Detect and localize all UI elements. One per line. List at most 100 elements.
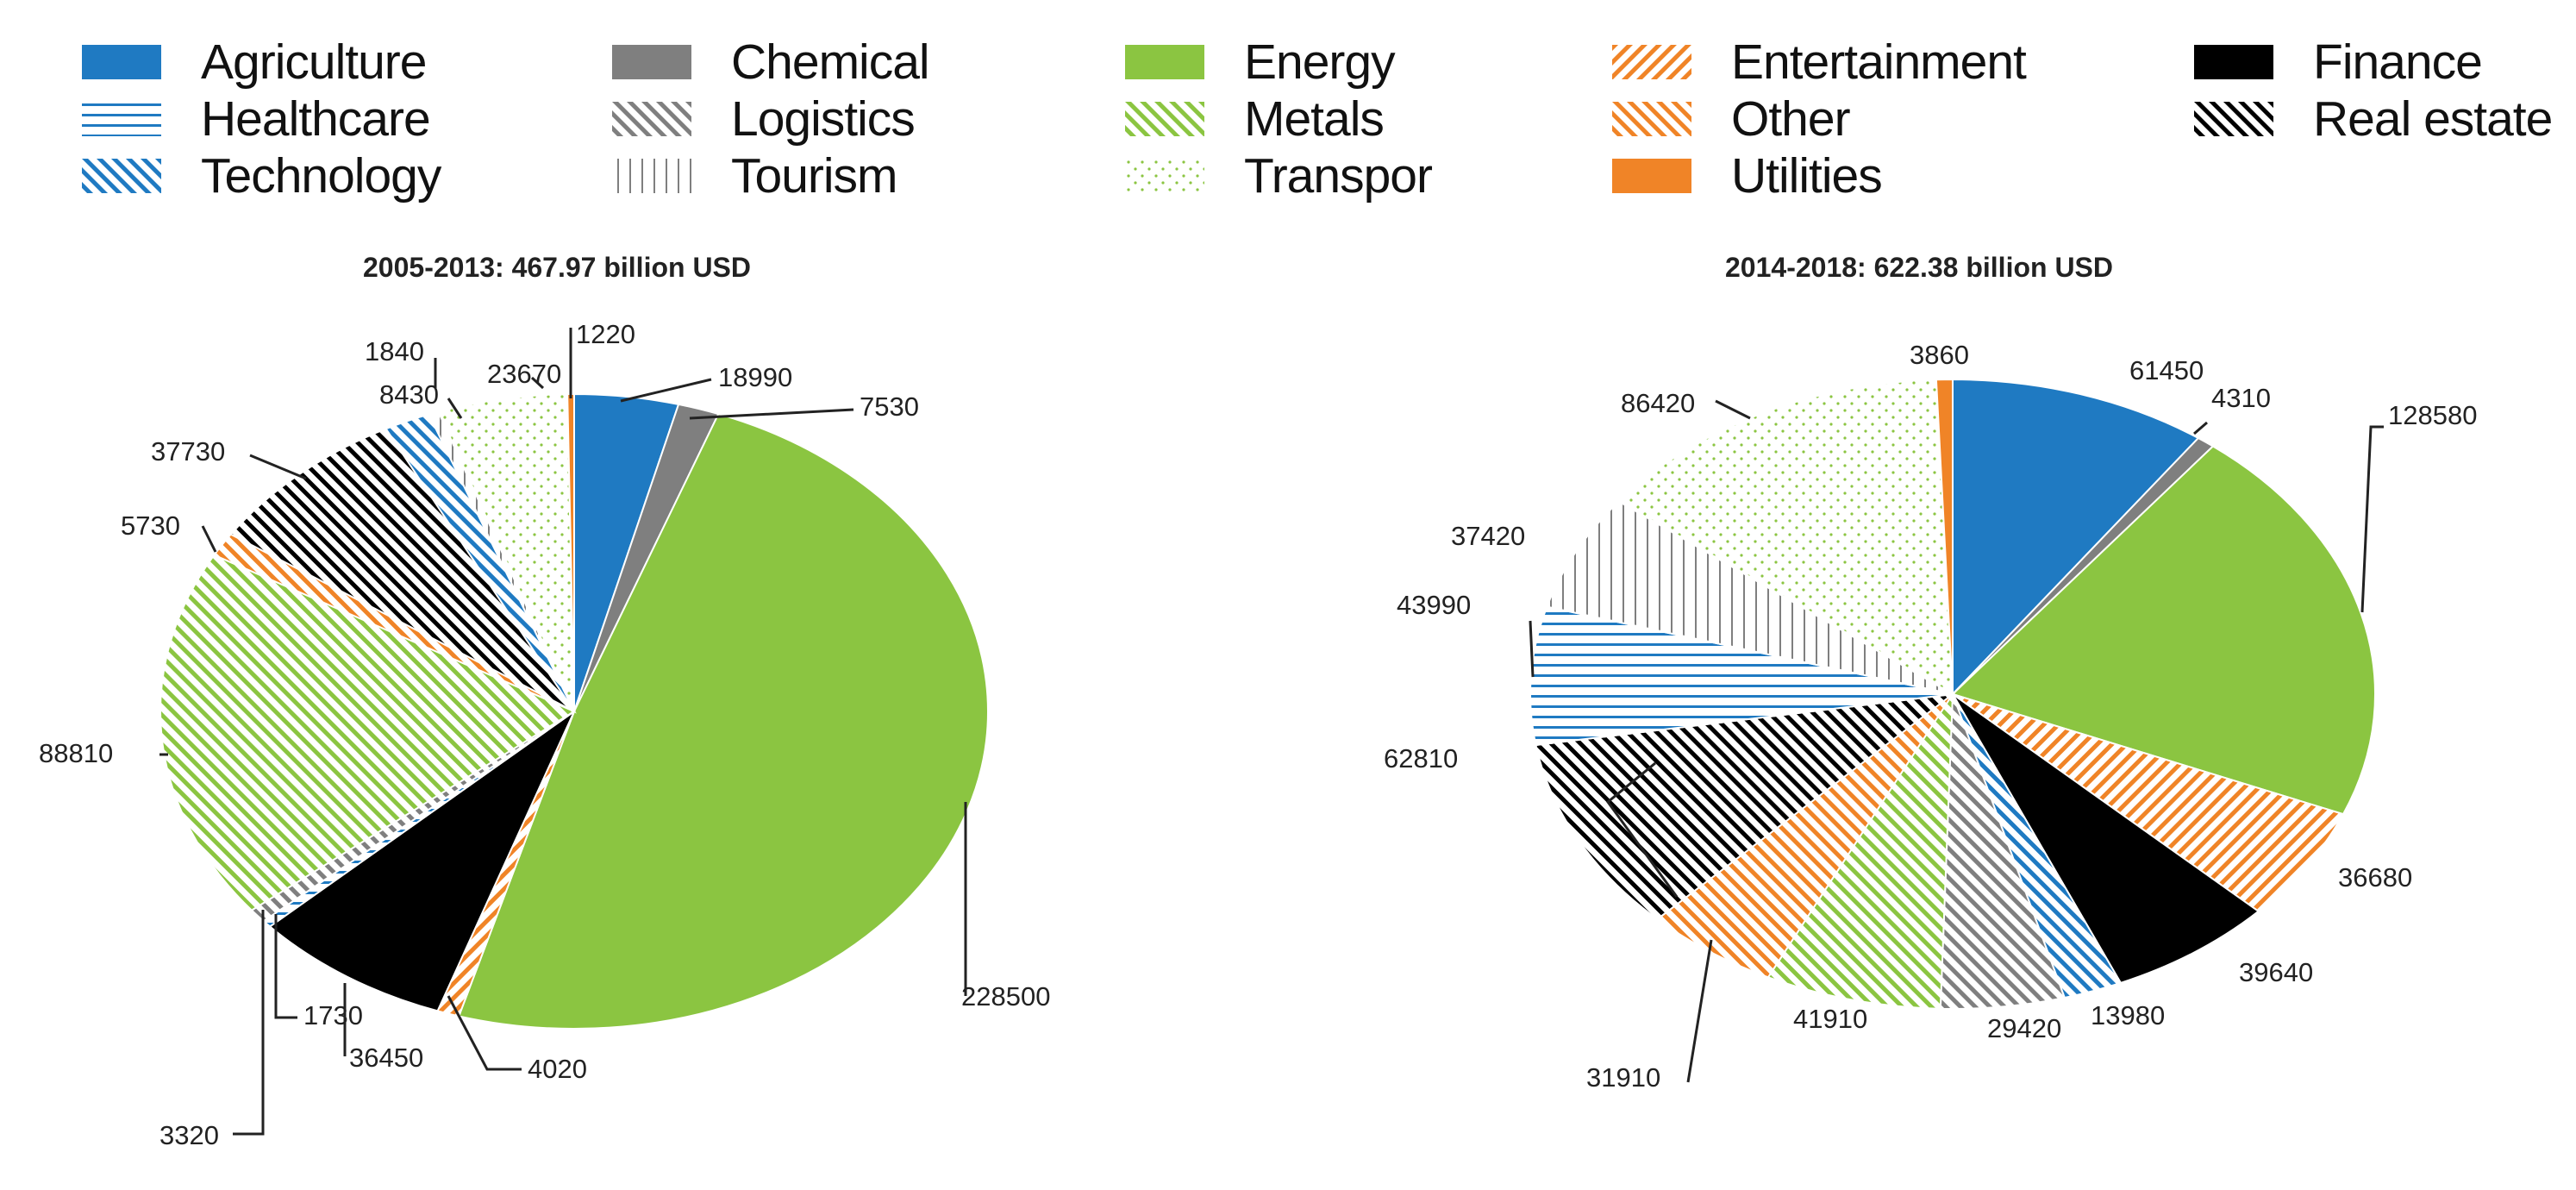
pie-slice <box>437 393 575 712</box>
data-label: 86420 <box>1621 388 1695 418</box>
leader-line <box>1529 620 1535 678</box>
pie-slice <box>1952 693 2260 985</box>
data-label: 23670 <box>487 359 561 389</box>
healthcare-swatch-icon <box>82 102 161 136</box>
legend-item-entertainment: Entertainment <box>1612 34 2027 90</box>
labels-2005-2013: 18990 7530 228500 4020 36450 1730 3320 8… <box>39 319 1050 1150</box>
data-label: 228500 <box>961 981 1050 1012</box>
data-label: 8430 <box>379 379 439 410</box>
data-label: 7530 <box>860 391 919 422</box>
legend-item-agriculture: Agriculture <box>82 34 427 90</box>
pie-slice <box>1535 692 1956 921</box>
legend-label: Technology <box>201 147 441 204</box>
legend-item-logistics: Logistics <box>612 91 916 147</box>
finance-swatch-icon <box>2194 45 2273 79</box>
chemical-swatch-icon <box>612 45 691 79</box>
leader-line <box>2360 425 2384 613</box>
leader-line <box>1605 761 1679 898</box>
data-label: 62810 <box>1384 743 1458 774</box>
data-label: 43990 <box>1397 590 1471 620</box>
leader-line <box>447 398 463 419</box>
data-label: 36680 <box>2338 862 2412 892</box>
data-label: 61450 <box>2129 355 2204 385</box>
legend-label: Energy <box>1244 34 1396 90</box>
data-label: 31910 <box>1586 1062 1660 1093</box>
leader-line <box>447 995 522 1071</box>
agriculture-swatch-icon <box>82 45 161 79</box>
other-swatch-icon <box>1612 102 1691 136</box>
legend-item-other: Other <box>1612 91 1851 147</box>
leader-line <box>249 454 307 480</box>
legend-item-energy: Energy <box>1125 34 1396 90</box>
data-label: 41910 <box>1793 1004 1867 1034</box>
legend-label: Tourism <box>731 147 898 204</box>
chart-title-2005-2013: 2005-2013: 467.97 billion USD <box>363 252 751 283</box>
legend-label: Agriculture <box>201 34 427 90</box>
metals-swatch-icon <box>1125 102 1204 136</box>
legend-item-real-estate: Real estate <box>2194 91 2553 147</box>
pie-chart-2014-2018 <box>1529 378 2376 1010</box>
legend-item-tourism: Tourism <box>612 147 898 204</box>
legend-item-chemical: Chemical <box>612 34 930 90</box>
legend-item-transpor: Transpor <box>1125 147 1433 204</box>
data-label: 4310 <box>2211 383 2271 413</box>
chart-legend: Agriculture Healthcare Technology Chemic… <box>0 0 2576 259</box>
chart-title-2014-2018: 2014-2018: 622.38 billion USD <box>1725 252 2113 283</box>
leader-line <box>233 910 265 1136</box>
leader-line <box>2193 421 2208 435</box>
pie-slice <box>1545 500 1954 695</box>
leader-line <box>530 376 545 390</box>
data-label: 37730 <box>151 436 225 467</box>
data-label: 29420 <box>1987 1013 2061 1043</box>
data-label: 36450 <box>349 1043 423 1073</box>
pie-slice <box>268 709 577 1012</box>
data-label: 1220 <box>576 319 635 349</box>
legend-label: Healthcare <box>201 91 431 147</box>
legend-label: Utilities <box>1731 147 1883 204</box>
data-label: 128580 <box>2388 400 2477 430</box>
leader-line <box>1686 939 1713 1083</box>
technology-swatch-icon <box>82 159 161 193</box>
pie-slice <box>1935 378 1954 695</box>
data-label: 5730 <box>121 510 180 541</box>
entertainment-swatch-icon <box>1612 45 1691 79</box>
data-label: 4020 <box>528 1054 587 1084</box>
data-label: 88810 <box>39 738 113 768</box>
leader-line <box>201 525 217 553</box>
legend-item-finance: Finance <box>2194 34 2483 90</box>
pie-slice <box>159 554 577 911</box>
legend-label: Metals <box>1244 91 1385 147</box>
pie-slice <box>1529 605 1954 747</box>
leader-line <box>1715 399 1751 420</box>
pie-slice <box>1617 379 1954 696</box>
real-estate-swatch-icon <box>2194 102 2273 136</box>
legend-label: Entertainment <box>1731 34 2027 90</box>
logistics-swatch-icon <box>612 102 691 136</box>
leader-line <box>274 914 297 1019</box>
tourism-swatch-icon <box>612 159 691 193</box>
legend-label: Finance <box>2313 34 2483 90</box>
leader-line <box>689 408 854 420</box>
legend-label: Real estate <box>2313 91 2553 147</box>
data-label: 3320 <box>159 1120 219 1150</box>
data-label: 37420 <box>1451 521 1525 551</box>
pie-slice <box>457 412 989 1030</box>
transpor-swatch-icon <box>1125 159 1204 193</box>
legend-label: Other <box>1731 91 1851 147</box>
pie-slice <box>1766 691 1954 1010</box>
pie-slice <box>1952 378 2200 697</box>
leader-line <box>620 378 712 403</box>
utilities-swatch-icon <box>1612 159 1691 193</box>
pie-slice <box>1951 445 2376 816</box>
legend-label: Transpor <box>1244 147 1433 204</box>
legend-label: Logistics <box>731 91 916 147</box>
data-label: 39640 <box>2239 957 2313 987</box>
pie-slice <box>229 428 577 714</box>
energy-swatch-icon <box>1125 45 1204 79</box>
data-label: 1730 <box>303 1000 363 1030</box>
pie-slice <box>1952 693 2345 913</box>
pie-chart-2005-2013 <box>159 392 989 1030</box>
legend-item-metals: Metals <box>1125 91 1385 147</box>
legend-item-healthcare: Healthcare <box>82 91 431 147</box>
